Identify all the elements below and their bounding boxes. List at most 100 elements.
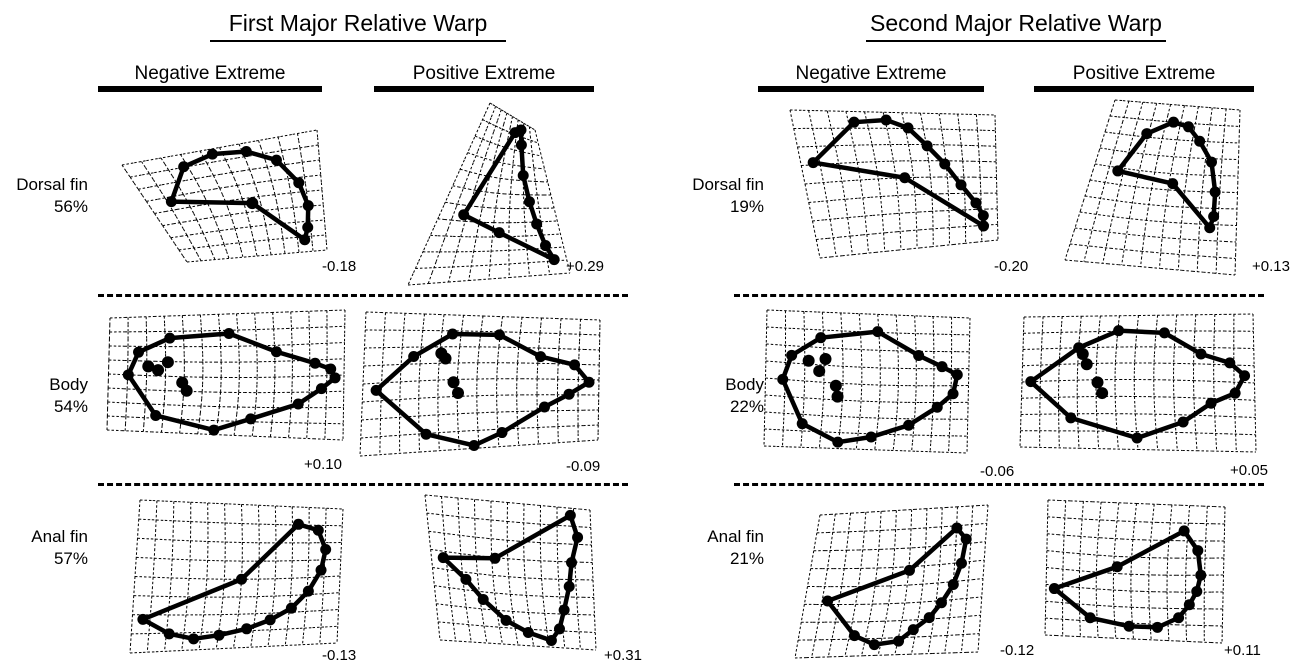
- grid-line: [1068, 240, 1071, 250]
- grid-line: [304, 177, 305, 184]
- grid-line: [122, 417, 137, 418]
- grid-line: [1163, 220, 1164, 230]
- grid-line: [816, 146, 818, 155]
- grid-line: [273, 328, 288, 329]
- grid-line: [500, 594, 510, 595]
- grid-line: [439, 315, 454, 316]
- grid-line: [1171, 505, 1172, 514]
- grid-line: [263, 195, 273, 196]
- grid-line: [232, 143, 244, 145]
- grid-line: [961, 644, 962, 653]
- grid-line: [538, 524, 548, 525]
- grid-line: [792, 397, 805, 398]
- grid-line: [428, 522, 429, 531]
- grid-line: [375, 436, 390, 437]
- grid-line: [1170, 169, 1172, 179]
- grid-line: [1130, 207, 1132, 217]
- grid-line: [864, 522, 865, 531]
- grid-line: [1175, 415, 1176, 424]
- grid-line: [1077, 587, 1088, 588]
- grid-line: [508, 568, 509, 577]
- grid-line: [580, 527, 591, 528]
- grid-line: [766, 361, 779, 362]
- grid-line: [1133, 631, 1134, 639]
- grid-line: [522, 612, 532, 613]
- grid-line: [521, 122, 524, 124]
- grid-line: [184, 405, 199, 406]
- grid-line: [478, 583, 479, 592]
- grid-line: [177, 207, 188, 209]
- grid-line: [528, 262, 538, 263]
- grid-line: [428, 273, 432, 284]
- landmark-dot: [956, 558, 967, 569]
- grid-line: [881, 178, 893, 179]
- grid-line: [830, 640, 832, 649]
- grid-line: [300, 628, 313, 629]
- grid-line: [1102, 520, 1113, 521]
- grid-line: [1137, 113, 1140, 123]
- grid-line: [577, 597, 578, 606]
- grid-line: [216, 503, 229, 504]
- grid-line: [256, 139, 268, 141]
- grid-line: [1185, 181, 1186, 191]
- grid-line: [550, 193, 552, 202]
- landmark-dot: [421, 429, 432, 440]
- grid-line: [259, 181, 270, 182]
- grid-line: [146, 199, 158, 201]
- grid-line: [499, 264, 509, 265]
- grid-line: [867, 622, 869, 631]
- grid-line: [1057, 552, 1067, 553]
- grid-line: [1132, 548, 1133, 557]
- grid-line: [1080, 245, 1090, 246]
- grid-line: [1115, 195, 1117, 205]
- grid-line: [856, 314, 869, 315]
- grid-line: [479, 339, 480, 347]
- grid-line: [1108, 149, 1116, 150]
- grid-line: [390, 417, 404, 418]
- grid-line: [445, 219, 452, 220]
- grid-line: [560, 597, 561, 606]
- landmark-dot: [1065, 412, 1076, 423]
- grid-line: [1103, 165, 1111, 166]
- grid-line: [1196, 433, 1197, 442]
- grid-line: [1136, 504, 1137, 513]
- grid-line: [493, 575, 494, 584]
- grid-line: [138, 189, 142, 195]
- grid-line: [237, 213, 247, 214]
- grid-line: [527, 139, 531, 140]
- grid-line: [532, 128, 535, 130]
- grid-line: [1167, 206, 1177, 207]
- grid-line: [1201, 192, 1202, 202]
- score-p1-anal-positive: +0.31: [604, 647, 642, 664]
- score-p1-body-negative: +0.10: [304, 456, 342, 473]
- grid-line: [845, 199, 846, 208]
- grid-line: [1175, 223, 1185, 224]
- grid-line: [486, 141, 490, 142]
- grid-line: [184, 624, 185, 633]
- grid-line: [232, 171, 243, 173]
- grid-line: [312, 190, 322, 191]
- grid-line: [931, 228, 942, 229]
- grid-line: [320, 627, 321, 635]
- panel2-negative-bar: [758, 86, 984, 92]
- grid-line: [236, 414, 237, 421]
- grid-line: [532, 638, 533, 646]
- grid-line: [1165, 222, 1175, 223]
- grid-line: [299, 141, 300, 148]
- grid-line: [1103, 130, 1106, 140]
- grid-line: [1132, 197, 1134, 207]
- grid-line: [181, 155, 185, 161]
- grid-line: [978, 643, 979, 652]
- landmark-dot: [584, 377, 595, 388]
- grid-line: [832, 366, 845, 367]
- grid-line: [405, 381, 419, 382]
- grid-line: [569, 508, 579, 509]
- grid-line: [798, 147, 800, 156]
- grid-line: [246, 647, 259, 648]
- grid-line: [1138, 316, 1139, 324]
- grid-line: [1133, 531, 1134, 540]
- grid-line: [290, 595, 302, 596]
- grid-line: [499, 576, 509, 577]
- grid-line: [542, 157, 544, 166]
- grid-line: [878, 549, 879, 558]
